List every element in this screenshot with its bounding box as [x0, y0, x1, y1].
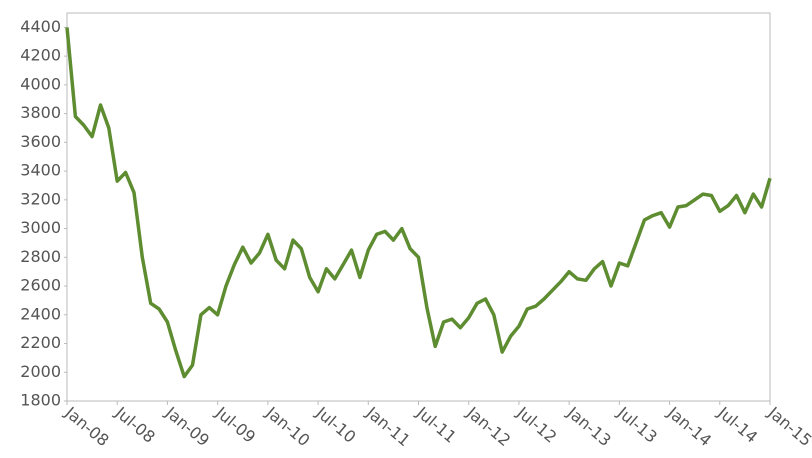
x-tick-label: Jul-14 [714, 402, 762, 446]
y-tick-label: 4200 [20, 46, 61, 65]
x-tick-label: Jan-15 [764, 402, 812, 450]
y-tick-label: 2000 [20, 362, 61, 381]
x-tick-label: Jul-11 [412, 402, 460, 446]
y-tick-label: 4000 [20, 74, 61, 93]
x-tick-label: Jan-12 [462, 402, 514, 450]
y-tick-label: 2600 [20, 276, 61, 295]
y-tick-label: 3400 [20, 161, 61, 180]
x-tick-label: Jan-14 [663, 402, 715, 450]
y-tick-label: 3000 [20, 218, 61, 237]
x-tick-label: Jul-09 [211, 402, 259, 446]
data-line [65, 27, 772, 379]
y-tick-label: 3800 [20, 103, 61, 122]
y-tick-label: 2200 [20, 333, 61, 352]
x-tick-label: Jan-10 [262, 402, 314, 450]
y-tick-label: 3200 [20, 189, 61, 208]
y-tick-label: 2800 [20, 247, 61, 266]
y-tick-label: 3600 [20, 132, 61, 151]
x-tick-label: Jul-08 [111, 402, 159, 446]
x-tick-label: Jan-11 [362, 402, 414, 450]
y-tick-label: 1800 [20, 391, 61, 410]
x-tick-label: Jul-10 [312, 402, 360, 446]
x-tick-label: Jan-09 [161, 402, 213, 450]
x-tick-label: Jul-12 [513, 402, 561, 446]
x-tick-label: Jul-13 [613, 402, 661, 446]
y-tick-label: 4400 [20, 17, 61, 36]
x-tick-label: Jan-13 [563, 402, 615, 450]
x-tick-label: Jan-08 [61, 402, 113, 450]
y-tick-label: 2400 [20, 304, 61, 323]
